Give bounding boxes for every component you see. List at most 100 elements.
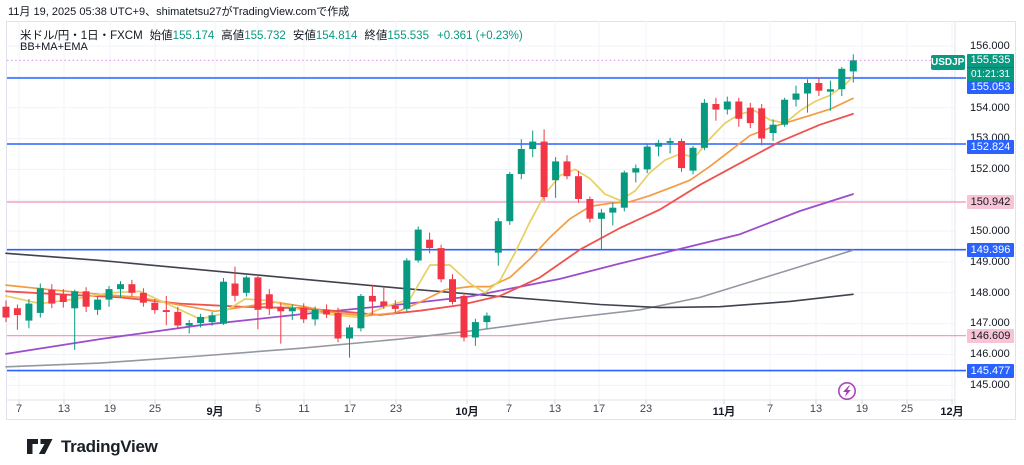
time-tick-label: 7 [505, 403, 513, 415]
candle-body [311, 309, 319, 320]
candle-body [391, 305, 399, 309]
price-level-badge: 145.477 [967, 364, 1014, 378]
candle-body [620, 172, 628, 208]
time-tick-label: 11 [298, 403, 310, 415]
candle-body [552, 161, 560, 181]
tradingview-logo[interactable]: TradingView [26, 436, 158, 457]
candle-body [792, 93, 800, 100]
sma-slow-gray-line [5, 249, 854, 368]
ohlc-value: 155.535 [387, 30, 429, 42]
candle-body [826, 89, 834, 92]
time-tick-label: 25 [148, 403, 162, 415]
candle-body [357, 295, 365, 329]
candle-body [758, 108, 766, 139]
price-tick-label: 150.000 [970, 225, 1010, 237]
ohlc-label: 始値 [149, 30, 173, 42]
candle-body [540, 141, 548, 198]
candle-body [597, 212, 605, 219]
candle-body [2, 306, 10, 318]
bar-close-countdown: 01:21:31 [967, 67, 1014, 81]
candle-body [689, 147, 697, 171]
symbol-title[interactable]: 米ドル/円・1日・FXCM [20, 30, 143, 42]
time-tick-label: 7 [766, 403, 774, 415]
ma-fast-yellow-line [5, 75, 854, 320]
candle-body [712, 104, 720, 110]
candle-body [82, 291, 90, 307]
candle-body [471, 322, 479, 338]
candle-body [117, 284, 124, 290]
time-tick-label: 25 [900, 403, 914, 415]
price-level-badge: 155.053 [967, 80, 1014, 94]
candle-body [300, 307, 308, 320]
price-level-badge: 149.396 [967, 243, 1014, 257]
candle-body [643, 146, 651, 170]
candle-body [25, 303, 33, 321]
candle-body [838, 68, 846, 90]
candle-body [483, 315, 491, 323]
symbol-badge: USDJPY [931, 55, 972, 70]
ma-orange-line [5, 97, 854, 317]
time-tick-label: 7 [15, 403, 23, 415]
candle-body [449, 279, 456, 302]
price-tick-label: 156.000 [970, 40, 1010, 52]
candle-body [346, 327, 353, 339]
candle-body [13, 308, 21, 315]
candle-body [128, 284, 136, 293]
candle-body [575, 176, 582, 199]
candle-body [242, 277, 250, 293]
candle-body [700, 102, 708, 148]
candle-body [494, 221, 502, 253]
time-tick-label: 5 [254, 403, 262, 415]
time-tick-label: 11月 [712, 406, 736, 418]
candle-body [655, 142, 663, 147]
candle-body [815, 83, 823, 91]
time-tick-label: 12月 [940, 406, 964, 418]
candle-body [666, 141, 674, 143]
current-price-badge: 155.535 01:21:31 [967, 54, 1014, 81]
ohlc-value: 155.174 [172, 30, 215, 42]
candle-body [506, 174, 514, 222]
candle-body [139, 292, 147, 303]
time-tick-label: 13 [809, 403, 823, 415]
candle-body [94, 299, 102, 310]
ohlc-label: 安値 [292, 30, 316, 42]
time-tick-label: 13 [57, 403, 71, 415]
candle-body [197, 316, 205, 324]
candle-body [48, 289, 56, 304]
price-tick-label: 149.000 [970, 256, 1010, 268]
candle-body [36, 288, 44, 313]
candle-body [609, 207, 617, 213]
candle-body [678, 141, 685, 169]
candle-body [323, 309, 331, 315]
price-tick-label: 145.000 [970, 379, 1010, 391]
candle-body [426, 239, 434, 248]
ema-mid-red-line [5, 113, 854, 316]
candle-body [288, 307, 296, 312]
time-tick-label: 17 [592, 403, 606, 415]
price-level-badge: 146.609 [967, 329, 1014, 343]
candle-body [460, 295, 468, 338]
ohlc-value: 154.814 [315, 30, 358, 42]
candle-body [804, 83, 811, 94]
candle-body [71, 291, 79, 309]
indicator-label[interactable]: BB+MA+EMA [20, 41, 88, 53]
candle-body [529, 141, 537, 149]
candle-body [105, 289, 113, 300]
lightning-bolt-icon [843, 385, 851, 397]
time-tick-label: 19 [103, 403, 117, 415]
candle-body [277, 306, 285, 312]
candle-body [723, 101, 731, 110]
ohlc-label: 終値 [364, 30, 388, 42]
candle-body [334, 312, 342, 339]
candle-body [174, 311, 182, 326]
chart-legend[interactable]: 米ドル/円・1日・FXCM 始値155.174 高値155.732 安値154.814… [20, 27, 523, 43]
candle-body [769, 124, 777, 133]
ema-long-purple-line [5, 193, 854, 355]
candle-body [437, 248, 445, 280]
candle-body [781, 99, 789, 125]
candle-body [380, 301, 388, 306]
time-tick-label: 13 [548, 403, 562, 415]
candle-body [254, 277, 262, 310]
